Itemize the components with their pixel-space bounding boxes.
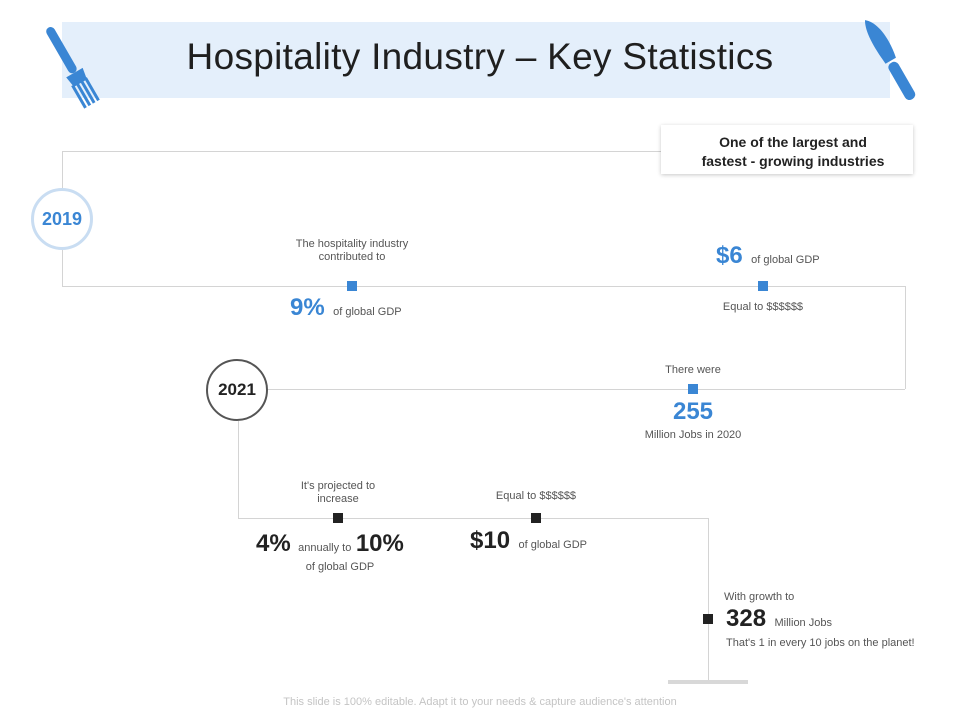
footer-note: This slide is 100% editable. Adapt it to…: [283, 696, 677, 708]
stat-projected-value-row: 4% annually to 10%: [256, 530, 404, 558]
knife-icon: [864, 20, 916, 101]
stat-contrib-value: 9%: [290, 294, 325, 321]
stat-6-value-row: $6 of global GDP: [716, 242, 820, 270]
year-2019-badge: 2019: [31, 188, 93, 250]
stat-projected-value-1: 4%: [256, 530, 291, 557]
stat-growth-note: That's 1 in every 10 jobs on the planet!: [726, 637, 915, 649]
timeline-line-end: [708, 518, 709, 681]
stat-10-value: $10: [470, 527, 511, 554]
stat-contrib-suffix: of global GDP: [333, 306, 402, 318]
stat-growth-label: With growth to: [724, 591, 795, 603]
stat-contrib-marker: [347, 281, 357, 291]
stat-projected-mid: annually to: [298, 542, 352, 554]
stat-6-value: $6: [716, 242, 743, 269]
timeline-line-right: [905, 286, 906, 389]
timeline-line-2021: [238, 518, 708, 519]
stat-6-suffix: of global GDP: [751, 254, 820, 266]
stat-jobs-marker: [688, 384, 698, 394]
stat-10-value-row: $10 of global GDP: [470, 527, 587, 555]
callout-line-2: fastest - growing industries: [701, 153, 885, 169]
stat-contrib-text: The hospitality industry contributed to: [295, 238, 409, 263]
stat-projected-suffix: of global GDP: [305, 561, 375, 573]
stat-jobs-value: 255: [672, 398, 714, 425]
title-banner: [62, 22, 890, 98]
stat-jobs-label: There were: [665, 364, 721, 376]
timeline-line-2019: [62, 286, 905, 287]
stat-projected-marker: [333, 513, 343, 523]
callout-box: One of the largest and fastest - growing…: [661, 125, 913, 174]
stat-growth-value-row: 328 Million Jobs: [726, 605, 832, 633]
timeline-line-top: [62, 151, 661, 152]
timeline-base: [668, 680, 748, 684]
callout-line-1: One of the largest and: [719, 134, 867, 150]
stat-6-note: Equal to $$$$$$: [722, 301, 804, 313]
stat-growth-value: 328: [726, 605, 767, 632]
stat-jobs-suffix: Million Jobs in 2020: [644, 429, 742, 441]
stat-growth-marker: [703, 614, 713, 624]
stat-contrib-value-row: 9% of global GDP: [290, 294, 402, 322]
stat-projected-value-2: 10%: [355, 530, 404, 557]
stat-10-marker: [531, 513, 541, 523]
year-2021-badge: 2021: [206, 359, 268, 421]
fork-icon: [46, 27, 100, 109]
page-title: Hospitality Industry – Key Statistics: [186, 36, 774, 77]
stat-growth-unit: Million Jobs: [774, 617, 832, 629]
timeline-line-2021-down: [238, 421, 239, 518]
stat-6-marker: [758, 281, 768, 291]
stat-10-suffix: of global GDP: [518, 539, 587, 551]
timeline-line-2020: [268, 389, 905, 390]
stat-10-label: Equal to $$$$$$: [495, 490, 577, 502]
stat-projected-label: It's projected to increase: [300, 480, 376, 505]
